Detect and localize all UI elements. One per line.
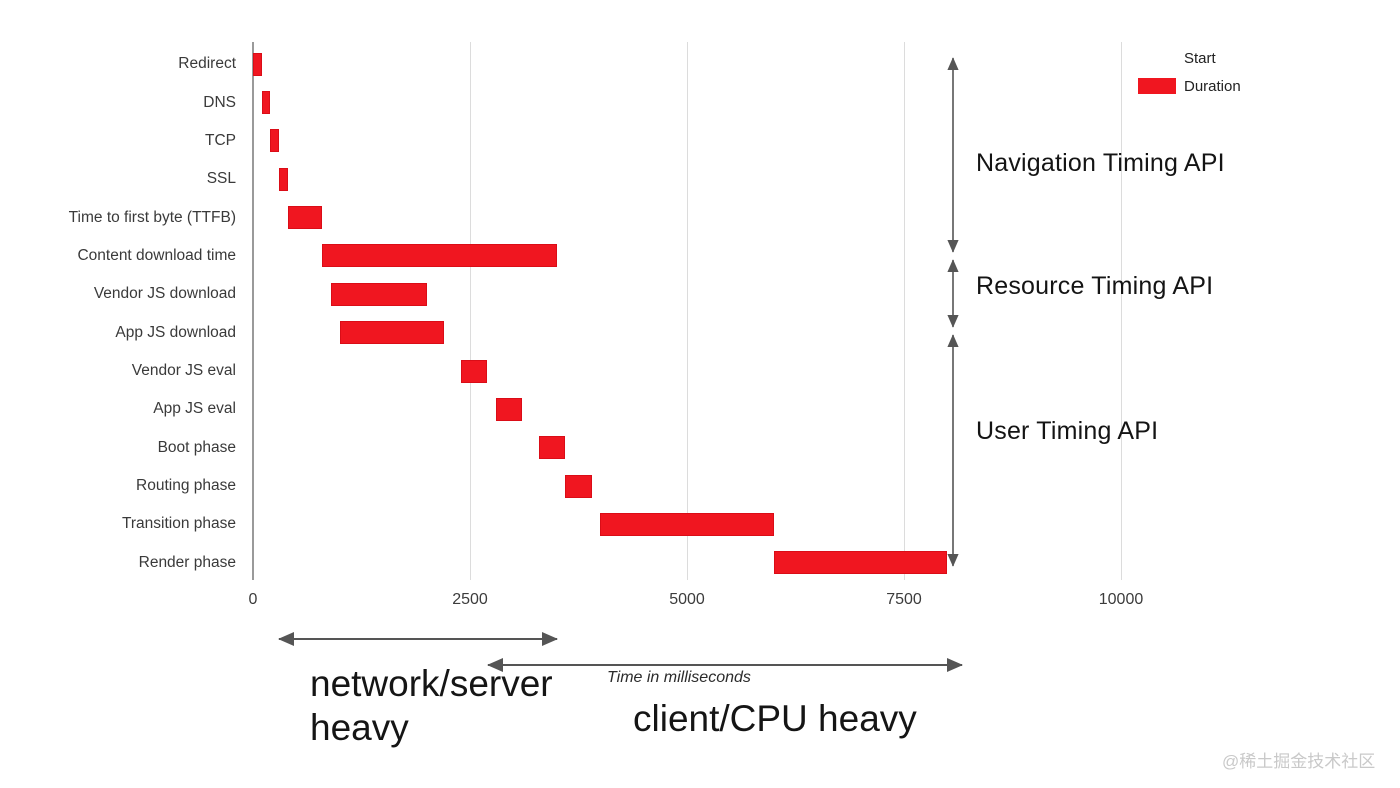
category-label-time-to-first-byte-ttfb: Time to first byte (TTFB)	[68, 208, 236, 226]
x-axis-title: Time in milliseconds	[607, 669, 751, 686]
category-label-transition-phase: Transition phase	[121, 515, 236, 533]
duration-bar-boot-phase	[539, 436, 566, 460]
category-label-dns: DNS	[203, 93, 236, 111]
y-axis-line	[252, 42, 254, 580]
duration-bar-routing-phase	[565, 474, 592, 498]
client-cpu-heavy-label: client/CPU heavy	[633, 698, 917, 739]
network-server-heavy-label: network/server heavy	[310, 663, 553, 748]
x-tick-label-10000: 10000	[1098, 591, 1144, 608]
duration-bar-tcp	[270, 129, 280, 153]
category-label-vendor-js-download: Vendor JS download	[93, 285, 236, 303]
duration-bar-vendor-js-eval	[461, 359, 488, 383]
legend: Start Duration	[1138, 44, 1241, 100]
gridline-10000	[1121, 42, 1122, 580]
category-label-content-download-time: Content download time	[77, 246, 236, 264]
navigation-timing-api-label: Navigation Timing API	[976, 149, 1225, 177]
duration-bar-app-js-download	[339, 321, 444, 345]
category-label-render-phase: Render phase	[138, 553, 236, 571]
gridline-2500	[470, 42, 471, 580]
duration-bar-transition-phase	[600, 512, 774, 536]
duration-bar-ssl	[279, 167, 288, 191]
duration-bar-time-to-first-byte-ttfb	[287, 206, 323, 230]
category-label-redirect: Redirect	[178, 55, 236, 73]
duration-bar-content-download-time	[322, 244, 557, 268]
gridline-5000	[687, 42, 688, 580]
legend-swatch-start	[1138, 50, 1176, 66]
category-label-vendor-js-eval: Vendor JS eval	[131, 362, 236, 380]
category-label-routing-phase: Routing phase	[136, 477, 236, 495]
user-timing-api-label: User Timing API	[976, 417, 1159, 445]
legend-label-duration: Duration	[1184, 77, 1241, 95]
x-tick-label-7500: 7500	[886, 591, 922, 608]
category-label-app-js-download: App JS download	[115, 323, 236, 341]
gridline-7500	[904, 42, 905, 580]
watermark: @稀土掘金技术社区	[1222, 752, 1376, 771]
legend-item-duration: Duration	[1138, 72, 1241, 100]
legend-swatch-duration	[1138, 78, 1176, 94]
resource-timing-api-label: Resource Timing API	[976, 272, 1214, 300]
legend-item-start: Start	[1138, 44, 1241, 72]
duration-bar-render-phase	[773, 551, 948, 575]
category-label-tcp: TCP	[205, 131, 236, 149]
duration-bar-vendor-js-download	[331, 282, 427, 306]
legend-label-start: Start	[1184, 49, 1216, 67]
x-tick-label-2500: 2500	[452, 591, 488, 608]
duration-bar-dns	[261, 91, 271, 115]
category-label-app-js-eval: App JS eval	[153, 400, 236, 418]
category-label-boot-phase: Boot phase	[157, 438, 236, 456]
x-tick-label-5000: 5000	[669, 591, 705, 608]
duration-bar-redirect	[253, 52, 262, 76]
x-tick-label-0: 0	[248, 591, 258, 608]
duration-bar-app-js-eval	[496, 397, 523, 421]
category-label-ssl: SSL	[206, 170, 236, 188]
